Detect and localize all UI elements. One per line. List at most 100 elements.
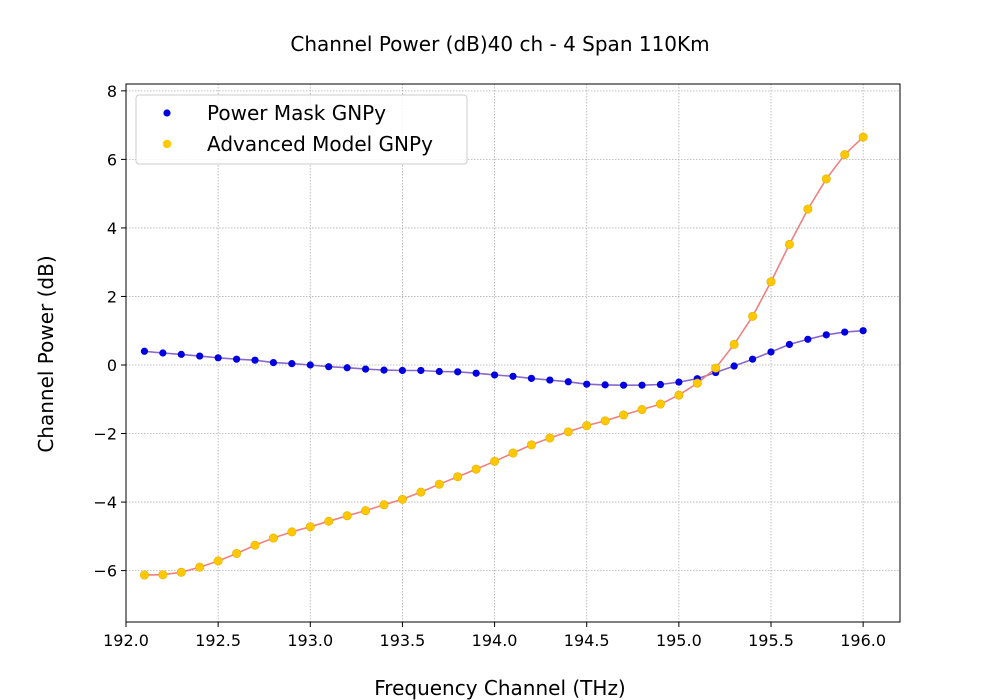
y-tick-label: 2: [107, 287, 117, 306]
data-point-series-2: [637, 405, 647, 415]
data-point-series-1: [767, 348, 775, 356]
data-point-series-2: [158, 570, 168, 580]
data-point-series-1: [288, 360, 296, 368]
y-tick-label: −4: [93, 493, 117, 512]
data-point-series-2: [729, 339, 739, 349]
data-point-series-2: [563, 427, 573, 437]
legend-marker-1: [163, 109, 171, 117]
data-point-series-2: [305, 522, 315, 532]
x-tick-label: 195.5: [748, 631, 794, 650]
data-point-series-1: [361, 365, 370, 373]
data-point-series-2: [582, 421, 592, 431]
data-point-series-1: [490, 371, 499, 379]
data-point-series-1: [454, 368, 462, 376]
data-point-series-1: [417, 366, 425, 375]
data-point-series-2: [490, 456, 500, 466]
x-tick-label: 194.5: [564, 631, 610, 650]
y-tick-label: 0: [107, 356, 117, 375]
data-point-series-1: [841, 328, 849, 336]
data-point-series-2: [268, 533, 278, 543]
data-point-series-1: [601, 381, 609, 389]
data-point-series-2: [342, 511, 352, 521]
data-point-series-2: [766, 277, 776, 287]
y-tick-label: 4: [107, 219, 117, 238]
plot-frame: [125, 83, 901, 623]
series-line-1: [144, 329, 864, 387]
chart-title: Channel Power (dB)40 ch - 4 Span 110Km: [290, 32, 710, 56]
data-point-series-2: [748, 311, 758, 321]
data-point-series-2: [545, 433, 555, 443]
data-point-series-2: [397, 494, 407, 504]
data-point-series-1: [306, 361, 314, 369]
data-point-series-1: [251, 356, 259, 364]
data-point-series-2: [195, 562, 205, 572]
data-point-series-2: [840, 150, 850, 160]
x-tick-label: 194.0: [472, 631, 518, 650]
data-point-series-1: [748, 355, 757, 363]
data-point-series-1: [140, 347, 149, 355]
data-point-series-1: [804, 335, 812, 343]
data-point-series-2: [139, 570, 149, 580]
data-point-series-2: [655, 399, 665, 409]
data-point-series-1: [527, 374, 536, 382]
data-point-series-1: [398, 366, 407, 375]
data-point-series-1: [177, 350, 185, 358]
data-point-series-2: [250, 540, 260, 550]
x-tick-label: 193.0: [287, 631, 333, 650]
data-point-series-2: [324, 516, 334, 526]
data-point-series-1: [583, 380, 591, 388]
data-point-series-1: [325, 363, 333, 371]
data-point-series-2: [434, 479, 444, 489]
x-tick-label: 196.0: [840, 631, 886, 650]
data-point-series-1: [564, 378, 572, 386]
data-point-series-1: [343, 364, 351, 372]
data-point-series-1: [546, 376, 554, 384]
y-tick-label: 8: [107, 82, 117, 101]
data-point-series-2: [803, 204, 813, 214]
legend-marker-2: [162, 139, 172, 149]
data-point-series-1: [214, 354, 222, 362]
data-point-series-2: [416, 487, 426, 497]
data-point-series-2: [176, 567, 186, 577]
series-line-2: [144, 136, 864, 576]
data-point-series-1: [472, 369, 480, 377]
data-point-series-2: [379, 500, 389, 510]
legend-label-1: Power Mask GNPy: [207, 101, 386, 125]
y-tick-label: 6: [107, 150, 117, 169]
x-tick-label: 195.0: [656, 631, 702, 650]
y-axis-label: Channel Power (dB): [34, 255, 58, 453]
x-axis-label: Frequency Channel (THz): [374, 676, 626, 700]
data-point-series-1: [159, 349, 167, 357]
y-tick-label: −2: [93, 425, 117, 444]
data-point-series-2: [453, 472, 463, 482]
data-point-series-2: [361, 506, 371, 516]
y-tick-label: −6: [93, 562, 117, 581]
data-point-series-2: [858, 132, 868, 142]
data-point-series-2: [287, 527, 297, 537]
data-point-series-2: [213, 556, 223, 566]
data-point-series-2: [619, 410, 629, 420]
data-point-series-1: [435, 367, 443, 376]
data-point-series-1: [619, 381, 628, 389]
data-point-series-2: [600, 416, 610, 426]
data-point-series-2: [821, 174, 831, 184]
data-point-series-1: [675, 378, 683, 386]
data-point-series-2: [674, 390, 684, 400]
data-point-series-1: [269, 358, 278, 367]
data-point-series-1: [785, 340, 794, 349]
data-point-series-2: [692, 378, 702, 388]
x-tick-label: 192.0: [103, 631, 149, 650]
data-point-series-1: [232, 355, 241, 363]
x-tick-label: 192.5: [195, 631, 241, 650]
data-point-series-1: [509, 372, 517, 380]
data-point-series-1: [196, 352, 204, 360]
data-point-series-1: [638, 381, 646, 389]
data-point-series-1: [730, 362, 738, 370]
data-point-series-2: [784, 239, 794, 249]
data-point-series-2: [232, 548, 242, 558]
data-point-series-1: [859, 327, 867, 335]
data-point-series-1: [380, 366, 388, 374]
data-point-series-2: [471, 464, 481, 474]
x-tick-label: 193.5: [380, 631, 426, 650]
